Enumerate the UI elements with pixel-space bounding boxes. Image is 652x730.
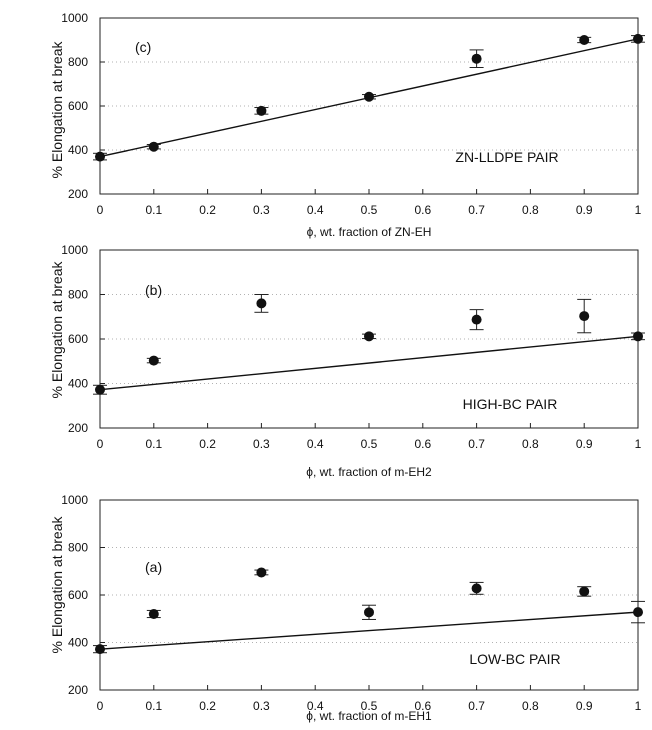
y-axis-title-middle: % Elongation at break xyxy=(49,261,65,399)
panel-1-x-axis-title: ϕ, wt. fraction of m-EH2 xyxy=(306,465,432,479)
panel-2-data-point xyxy=(633,607,643,618)
panel-1-x-tick-label: 1 xyxy=(635,437,642,451)
panel-2-y-tick-label: 800 xyxy=(68,541,88,555)
panel-2-trend-line xyxy=(99,611,639,650)
panel-2-data-point xyxy=(471,583,482,594)
panel-0-x-tick-label: 1 xyxy=(635,203,642,217)
panel-2-x-tick-label: 0.8 xyxy=(522,699,539,713)
panel-0-data-point xyxy=(633,33,643,44)
panel-1-data-point xyxy=(148,355,159,366)
panel-0-data-point xyxy=(364,91,374,102)
panel-2-data-point xyxy=(148,609,159,619)
panel-2-y-tick-label: 600 xyxy=(68,588,88,602)
panel-0-x-tick-label: 0 xyxy=(97,203,104,217)
panel-1-x-tick-label: 0.9 xyxy=(576,437,593,451)
panel-2-data-point xyxy=(95,644,105,655)
panel-1-trend-line xyxy=(99,335,639,391)
panel-0-y-tick-label: 800 xyxy=(68,55,88,69)
panel-1-x-tick-label: 0.4 xyxy=(307,437,324,451)
panel-1-x-tick-label: 0.6 xyxy=(414,437,431,451)
panel-0-y-tick-label: 200 xyxy=(68,187,88,201)
panel-1-data-point xyxy=(95,384,105,395)
panel-0-x-tick-label: 0.1 xyxy=(145,203,162,217)
panel-2-y-tick-label: 1000 xyxy=(61,493,88,507)
panel-0-y-tick-label: 600 xyxy=(68,99,88,113)
panel-2-pair-label: LOW-BC PAIR xyxy=(469,651,560,667)
panel-1-x-tick-label: 0.5 xyxy=(361,437,378,451)
panel-1-x-tick-label: 0.8 xyxy=(522,437,539,451)
panel-0-y-tick-label: 400 xyxy=(68,143,88,157)
panel-0-x-tick-label: 0.6 xyxy=(414,203,431,217)
panel-0-x-tick-label: 0.7 xyxy=(468,203,485,217)
panel-1-x-tick-label: 0.3 xyxy=(253,437,270,451)
panel-1-x-tick-label: 0 xyxy=(97,437,104,451)
panel-1-data-point xyxy=(471,314,482,325)
panel-2-x-tick-label: 1 xyxy=(635,699,642,713)
panel-2-x-axis-title: ϕ, wt. fraction of m-EH1 xyxy=(306,709,432,723)
panel-2-x-tick-label: 0.3 xyxy=(253,699,270,713)
panel-1-y-tick-label: 800 xyxy=(68,288,88,302)
panel-0-x-tick-label: 0.3 xyxy=(253,203,270,217)
panel-1-x-tick-label: 0.1 xyxy=(145,437,162,451)
panel-0-data-point xyxy=(95,151,105,162)
panel-2-panel-tag: (a) xyxy=(145,559,162,575)
panel-0-data-point xyxy=(256,105,267,116)
panel-0-y-tick-label: 1000 xyxy=(61,11,88,25)
panel-2-x-tick-label: 0.1 xyxy=(145,699,162,713)
panel-2-y-tick-label: 200 xyxy=(68,683,88,697)
panel-0-data-point xyxy=(579,35,590,45)
panel-2-x-tick-label: 0 xyxy=(97,699,104,713)
panel-2-x-tick-label: 0.2 xyxy=(199,699,216,713)
panel-2-x-tick-label: 0.4 xyxy=(307,699,324,713)
panel-1-x-tick-label: 0.2 xyxy=(199,437,216,451)
panel-1-y-tick-label: 1000 xyxy=(61,243,88,257)
panel-2-data-point xyxy=(364,607,374,618)
panel-2-data-point xyxy=(256,567,267,578)
panel-1-data-point xyxy=(364,331,374,342)
panel-0-x-axis-title: ϕ, wt. fraction of ZN-EH xyxy=(307,225,432,239)
panel-0-data-point xyxy=(471,53,482,64)
y-axis-title-top: % Elongation at break xyxy=(49,41,65,179)
panel-2-y-tick-label: 400 xyxy=(68,636,88,650)
panel-0-panel-tag: (c) xyxy=(135,39,151,55)
panel-0-pair-label: ZN-LLDPE PAIR xyxy=(455,149,558,165)
panel-1-data-point xyxy=(256,298,267,309)
panel-1-pair-label: HIGH-BC PAIR xyxy=(463,396,558,412)
panel-1-data-point xyxy=(579,311,590,322)
panel-0-x-tick-label: 0.2 xyxy=(199,203,216,217)
panel-1-y-tick-label: 600 xyxy=(68,332,88,346)
panel-2-x-tick-label: 0.5 xyxy=(361,699,378,713)
panel-1-data-point xyxy=(633,331,643,342)
panel-1-y-tick-label: 400 xyxy=(68,377,88,391)
panel-2-x-tick-label: 0.7 xyxy=(468,699,485,713)
panel-0-x-tick-label: 0.5 xyxy=(361,203,378,217)
panel-0-x-tick-label: 0.4 xyxy=(307,203,324,217)
panel-0-x-tick-label: 0.8 xyxy=(522,203,539,217)
panel-1-panel-tag: (b) xyxy=(145,282,162,298)
panel-1-y-tick-label: 200 xyxy=(68,421,88,435)
panel-0-data-point xyxy=(148,141,159,152)
panel-2-x-tick-label: 0.9 xyxy=(576,699,593,713)
panel-0-x-tick-label: 0.9 xyxy=(576,203,593,217)
panel-2-x-tick-label: 0.6 xyxy=(414,699,431,713)
panel-2-data-point xyxy=(579,586,590,597)
panel-1-x-tick-label: 0.7 xyxy=(468,437,485,451)
y-axis-title-bottom: % Elongation at break xyxy=(49,516,65,654)
